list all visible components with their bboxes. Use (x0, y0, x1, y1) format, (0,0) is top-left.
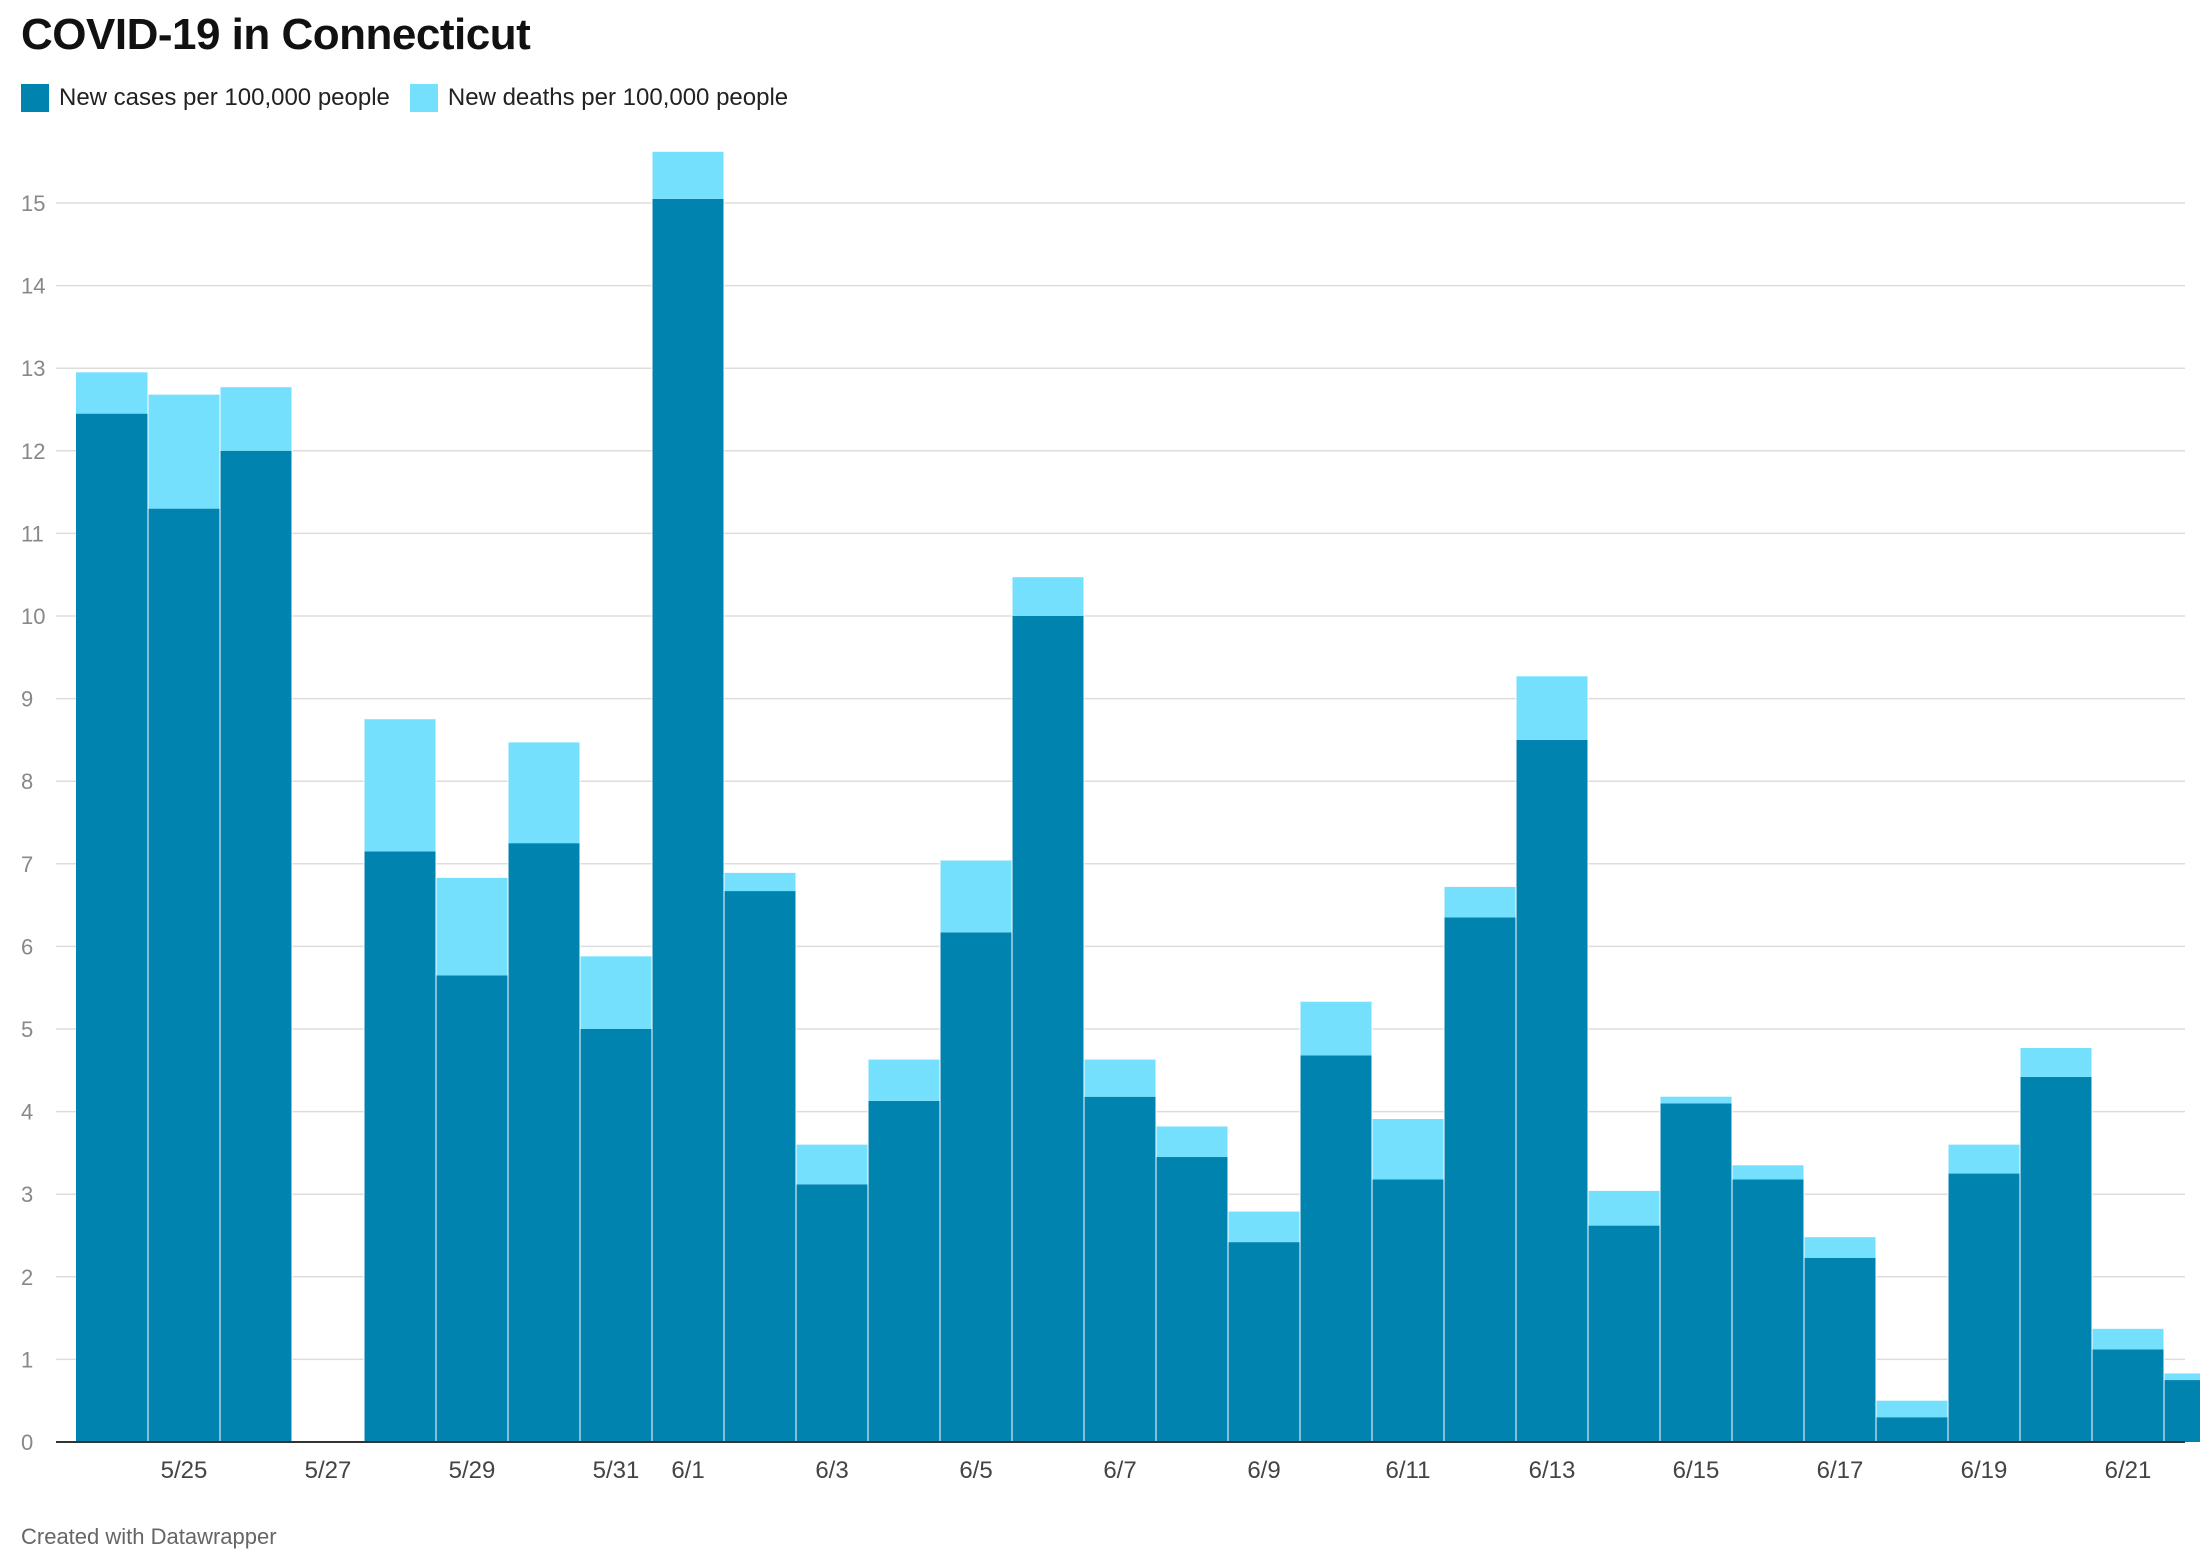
bar-cases (724, 891, 796, 1442)
y-tick-label: 15 (21, 191, 45, 216)
bar-cases (1444, 917, 1516, 1442)
bar-cases (2020, 1076, 2092, 1442)
bar-deaths (1300, 1001, 1372, 1056)
bar-cases (1516, 739, 1588, 1442)
bar-deaths (1660, 1096, 1732, 1104)
bar-cases (436, 975, 508, 1442)
y-tick-label: 6 (21, 934, 33, 959)
x-tick-label: 6/9 (1247, 1457, 1280, 1484)
bar-deaths (796, 1144, 868, 1185)
bar-deaths (940, 860, 1012, 933)
bar-cases (1660, 1103, 1732, 1442)
y-tick-label: 4 (21, 1100, 33, 1125)
y-tick-label: 3 (21, 1182, 33, 1207)
bar-deaths (1012, 577, 1084, 616)
bar-deaths (1516, 676, 1588, 740)
x-tick-label: 5/31 (593, 1457, 640, 1484)
bar-cases (940, 932, 1012, 1442)
bar-cases (652, 198, 724, 1442)
x-tick-label: 6/19 (1961, 1457, 2008, 1484)
bar-deaths (76, 372, 148, 414)
bar-deaths (364, 719, 436, 852)
bar-deaths (1372, 1119, 1444, 1180)
bar-deaths (2164, 1373, 2200, 1381)
bar-deaths (652, 151, 724, 199)
bar-cases (1012, 616, 1084, 1442)
y-tick-label: 5 (21, 1017, 33, 1042)
y-tick-label: 9 (21, 687, 33, 712)
bar-cases (868, 1100, 940, 1442)
bar-cases (1372, 1179, 1444, 1442)
bar-deaths (2020, 1047, 2092, 1077)
x-tick-label: 6/11 (1386, 1457, 1431, 1484)
bar-deaths (1588, 1190, 1660, 1226)
footer-credit: Created with Datawrapper (21, 1524, 277, 1549)
bar-deaths (1228, 1211, 1300, 1243)
bar-deaths (1732, 1165, 1804, 1180)
bar-cases (1804, 1257, 1876, 1442)
bar-deaths (508, 742, 580, 844)
bar-deaths (1156, 1126, 1228, 1158)
bar-cases (1588, 1225, 1660, 1442)
y-tick-label: 11 (21, 521, 44, 546)
x-tick-label: 6/1 (671, 1457, 704, 1484)
bar-deaths (868, 1059, 940, 1101)
legend-swatch-cases (21, 84, 49, 112)
x-tick-label: 6/21 (2105, 1457, 2152, 1484)
legend-swatch-deaths (409, 84, 438, 112)
bar-cases (796, 1184, 868, 1442)
bar-cases (2092, 1349, 2164, 1442)
legend-item-deaths: New deaths per 100,000 people (409, 84, 789, 112)
y-tick-label: 7 (21, 852, 33, 877)
y-tick-label: 8 (21, 769, 33, 794)
y-tick-label: 13 (21, 356, 45, 381)
bar-cases (220, 450, 292, 1442)
bar-deaths (1804, 1237, 1876, 1258)
chart-title: COVID-19 in Connecticut (21, 10, 531, 59)
bar-deaths (1948, 1144, 2020, 1174)
bar-deaths (1084, 1059, 1156, 1097)
bar-cases (148, 508, 220, 1442)
bar-cases (1300, 1055, 1372, 1442)
bar-cases (76, 413, 148, 1442)
y-tick-label: 10 (21, 604, 45, 629)
bar-cases (1948, 1173, 2020, 1442)
bar-deaths (436, 877, 508, 976)
legend-label-cases: New cases per 100,000 people (59, 84, 390, 111)
x-tick-label: 6/13 (1529, 1457, 1576, 1484)
x-tick-label: 6/15 (1673, 1457, 1720, 1484)
y-tick-label: 14 (21, 274, 45, 299)
x-tick-label: 5/27 (305, 1457, 352, 1484)
x-tick-label: 5/25 (161, 1457, 208, 1484)
bar-cases (580, 1029, 652, 1442)
bar-cases (2164, 1380, 2200, 1442)
y-tick-label: 12 (21, 439, 45, 464)
bar-cases (1228, 1242, 1300, 1442)
bar-cases (1732, 1179, 1804, 1442)
x-tick-label: 6/5 (959, 1457, 992, 1484)
bar-deaths (220, 387, 292, 451)
x-tick-label: 6/7 (1103, 1457, 1136, 1484)
bar-cases (1156, 1157, 1228, 1442)
bar-deaths (724, 872, 796, 892)
y-tick-label: 1 (21, 1347, 33, 1372)
y-tick-label: 2 (21, 1265, 33, 1290)
x-tick-label: 5/29 (449, 1457, 496, 1484)
x-tick-label: 6/3 (815, 1457, 848, 1484)
bar-deaths (1444, 886, 1516, 918)
bar-deaths (580, 956, 652, 1029)
x-tick-label: 6/17 (1817, 1457, 1864, 1484)
y-tick-label: 0 (21, 1430, 33, 1455)
legend: New cases per 100,000 people New deaths … (21, 84, 788, 112)
bar-cases (1876, 1417, 1948, 1442)
bar-deaths (148, 394, 220, 509)
bar-cases (508, 843, 580, 1442)
bar-cases (364, 851, 436, 1442)
bar-deaths (2092, 1328, 2164, 1350)
legend-label-deaths: New deaths per 100,000 people (447, 84, 789, 111)
bar-deaths (1876, 1400, 1948, 1418)
bar-cases (1084, 1096, 1156, 1442)
legend-item-cases: New cases per 100,000 people (21, 84, 390, 112)
